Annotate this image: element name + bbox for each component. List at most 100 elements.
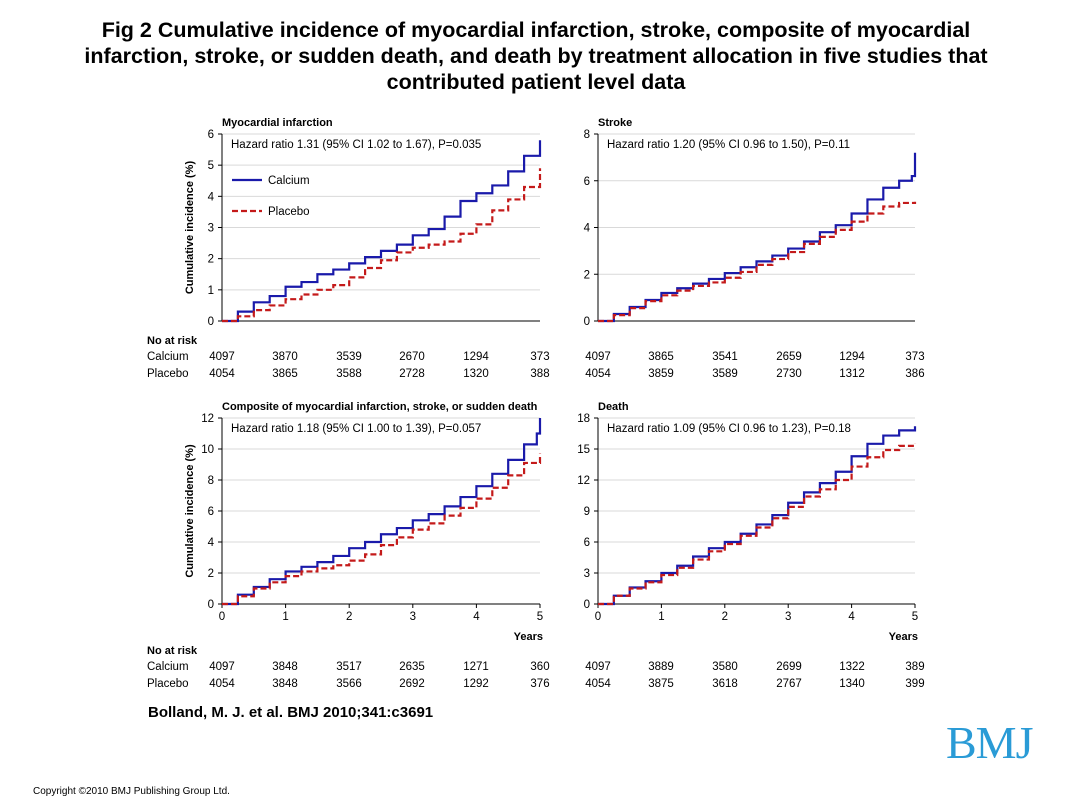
at-risk-value-calcium: 3848 [272,661,298,673]
citation: Bolland, M. J. et al. BMJ 2010;341:c3691 [148,704,434,721]
at-risk-value-calcium: 1271 [463,661,489,673]
y-tick-label: 9 [584,506,590,518]
panel-title: Myocardial infarction [222,117,333,129]
x-tick-label: 4 [848,611,855,623]
at-risk-value-placebo: 2692 [399,678,425,690]
y-tick-label: 2 [584,269,590,281]
at-risk-row-label: Calcium [147,351,189,363]
at-risk-value-placebo: 3875 [648,678,674,690]
y-tick-label: 6 [584,537,590,549]
at-risk-value-calcium: 3517 [336,661,362,673]
at-risk-row-label: Placebo [147,678,189,690]
at-risk-value-calcium: 3889 [648,661,674,673]
placebo-series-line [222,168,542,323]
at-risk-value-placebo: 1320 [463,368,489,380]
y-tick-label: 4 [584,223,591,235]
at-risk-value-placebo: 399 [905,678,924,690]
y-tick-label: 3 [208,223,214,235]
at-risk-value-placebo: 4054 [585,678,611,690]
at-risk-value-placebo: 3566 [336,678,362,690]
x-tick-label: 3 [785,611,791,623]
at-risk-value-calcium: 3541 [712,351,738,363]
panel-title: Death [598,401,629,413]
at-risk-value-calcium: 4097 [209,351,235,363]
calcium-series-line [598,152,917,323]
x-tick-label: 3 [410,611,416,623]
y-tick-label: 0 [208,599,214,611]
x-tick-label: 4 [473,611,480,623]
slide-title-line: infarction, stroke, or sudden death, and… [84,44,988,68]
x-tick-label: 1 [658,611,664,623]
at-risk-value-placebo: 3865 [272,368,298,380]
at-risk-row-label: Calcium [147,661,189,673]
hazard-ratio-annotation: Hazard ratio 1.31 (95% CI 1.02 to 1.67),… [231,139,481,151]
at-risk-value-calcium: 4097 [209,661,235,673]
y-axis-label: Cumulative incidence (%) [184,161,196,295]
legend-label-calcium: Calcium [268,175,310,187]
y-tick-label: 2 [208,568,214,580]
y-tick-label: 0 [208,316,214,328]
at-risk-value-placebo: 4054 [209,368,235,380]
hazard-ratio-annotation: Hazard ratio 1.18 (95% CI 1.00 to 1.39),… [231,423,481,435]
slide-title-line: Fig 2 Cumulative incidence of myocardial… [101,18,971,42]
y-tick-label: 15 [577,444,590,456]
hazard-ratio-annotation: Hazard ratio 1.20 (95% CI 0.96 to 1.50),… [607,139,850,151]
y-tick-label: 12 [577,475,590,487]
calcium-series-line [598,426,917,606]
at-risk-value-calcium: 2670 [399,351,425,363]
at-risk-value-placebo: 376 [530,678,549,690]
at-risk-value-calcium: 2635 [399,661,425,673]
y-tick-label: 8 [584,129,590,141]
placebo-series-line [598,201,917,323]
slide-title: Fig 2 Cumulative incidence of myocardial… [20,17,1052,95]
x-tick-label: 5 [537,611,543,623]
at-risk-value-placebo: 3588 [336,368,362,380]
at-risk-value-calcium: 1322 [839,661,865,673]
at-risk-value-placebo: 2730 [776,368,802,380]
at-risk-value-placebo: 3618 [712,678,738,690]
y-axis-label: Cumulative incidence (%) [184,444,196,578]
y-tick-label: 3 [584,568,590,580]
x-tick-label: 1 [282,611,288,623]
y-tick-label: 1 [208,285,214,297]
y-tick-label: 5 [208,160,214,172]
x-axis-label: Years [514,631,543,643]
at-risk-value-calcium: 3870 [272,351,298,363]
hazard-ratio-annotation: Hazard ratio 1.09 (95% CI 0.96 to 1.23),… [607,423,851,435]
y-tick-label: 0 [584,316,590,328]
at-risk-value-calcium: 3539 [336,351,362,363]
at-risk-value-calcium: 2659 [776,351,802,363]
at-risk-value-calcium: 2699 [776,661,802,673]
x-tick-label: 0 [219,611,225,623]
at-risk-value-calcium: 1294 [839,351,865,363]
at-risk-value-placebo: 3859 [648,368,674,380]
at-risk-header: No at risk [147,335,198,347]
panel-title: Stroke [598,117,632,129]
at-risk-value-placebo: 3589 [712,368,738,380]
at-risk-value-placebo: 1340 [839,678,865,690]
placebo-series-line [598,443,917,606]
y-tick-label: 8 [208,475,214,487]
x-tick-label: 0 [595,611,601,623]
at-risk-value-calcium: 373 [530,351,549,363]
y-tick-label: 4 [208,537,215,549]
at-risk-value-placebo: 4054 [209,678,235,690]
at-risk-value-placebo: 1292 [463,678,489,690]
y-tick-label: 10 [201,444,214,456]
placebo-series-line [222,453,542,606]
at-risk-value-placebo: 386 [905,368,924,380]
y-tick-label: 0 [584,599,590,611]
at-risk-value-placebo: 388 [530,368,549,380]
y-tick-label: 12 [201,413,214,425]
y-tick-label: 6 [208,506,214,518]
at-risk-header: No at risk [147,645,198,657]
at-risk-value-calcium: 389 [905,661,924,673]
at-risk-value-calcium: 373 [905,351,924,363]
y-tick-label: 2 [208,254,214,266]
at-risk-value-calcium: 3865 [648,351,674,363]
at-risk-value-calcium: 360 [530,661,549,673]
slide-title-line: contributed patient level data [386,70,686,94]
at-risk-value-calcium: 1294 [463,351,489,363]
y-tick-label: 6 [208,129,214,141]
